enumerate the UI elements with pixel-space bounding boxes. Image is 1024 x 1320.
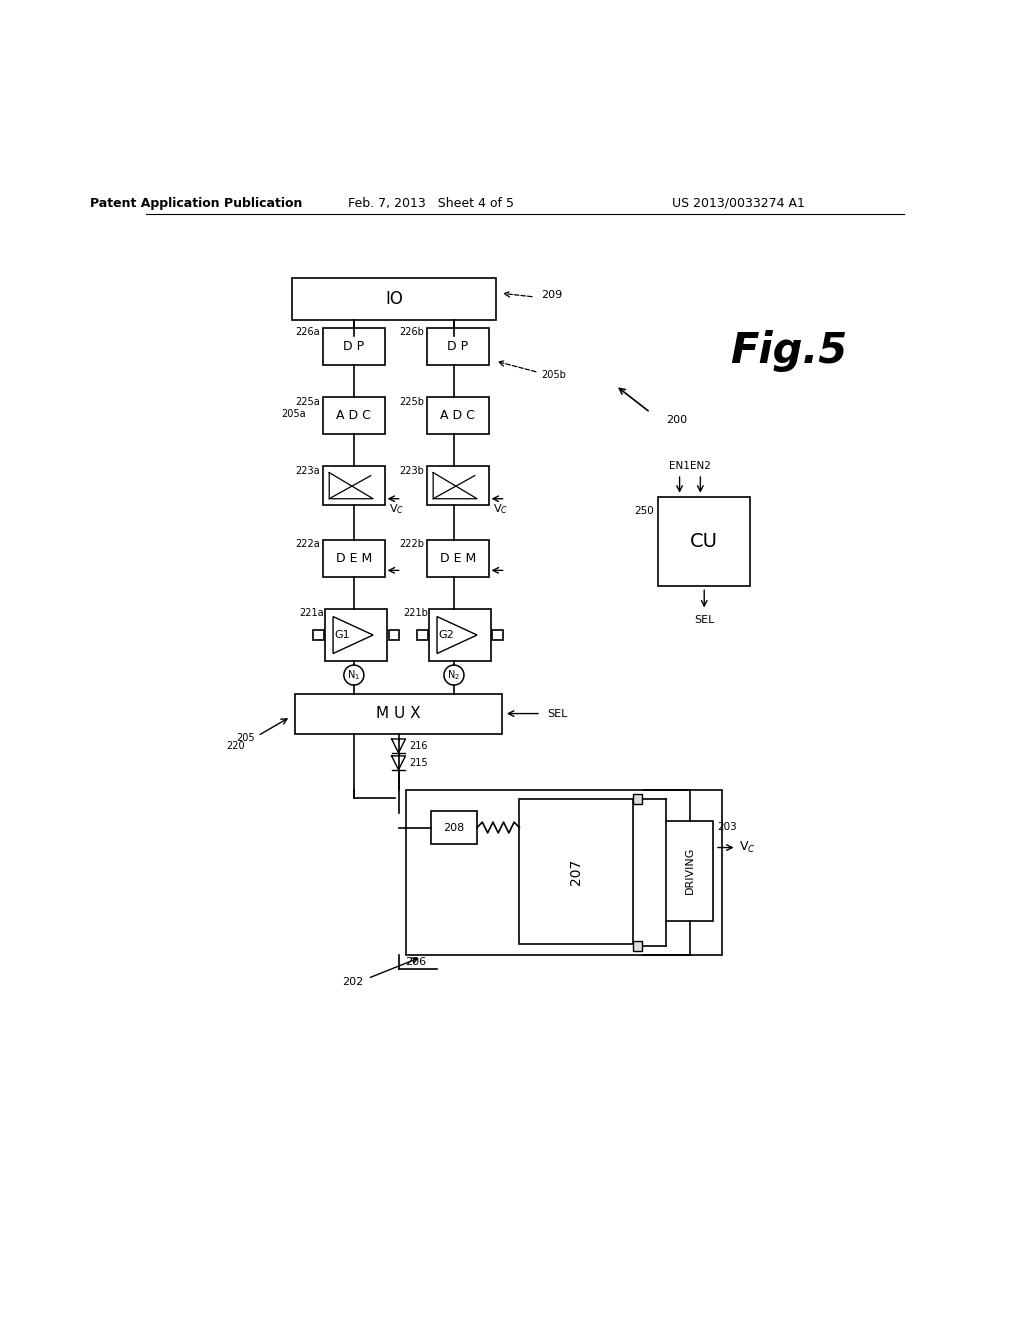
Bar bbox=[323, 327, 385, 364]
Text: EN1: EN1 bbox=[669, 461, 690, 471]
Bar bbox=[427, 327, 488, 364]
Text: A D C: A D C bbox=[440, 409, 475, 422]
Text: Feb. 7, 2013   Sheet 4 of 5: Feb. 7, 2013 Sheet 4 of 5 bbox=[348, 197, 514, 210]
Text: 222a: 222a bbox=[295, 539, 319, 549]
Bar bbox=[323, 397, 385, 434]
Text: 216: 216 bbox=[410, 741, 428, 751]
Text: N$_2$: N$_2$ bbox=[447, 668, 461, 682]
Bar bbox=[323, 540, 385, 577]
Text: V$_C$: V$_C$ bbox=[389, 503, 404, 516]
Text: N$_1$: N$_1$ bbox=[347, 668, 360, 682]
Text: 226a: 226a bbox=[295, 327, 319, 338]
Text: 220: 220 bbox=[226, 741, 245, 751]
Text: D P: D P bbox=[343, 339, 365, 352]
Bar bbox=[427, 397, 488, 434]
Text: 223a: 223a bbox=[295, 466, 319, 477]
Bar bbox=[417, 630, 428, 640]
Text: SEL: SEL bbox=[694, 615, 715, 624]
Text: 250: 250 bbox=[635, 506, 654, 516]
Text: Patent Application Publication: Patent Application Publication bbox=[90, 197, 302, 210]
Text: 206: 206 bbox=[404, 957, 426, 966]
Bar bbox=[633, 795, 642, 804]
Text: EN2: EN2 bbox=[690, 461, 711, 471]
Bar bbox=[519, 799, 634, 944]
Text: 202: 202 bbox=[343, 977, 364, 987]
Text: 223b: 223b bbox=[399, 466, 424, 477]
Bar bbox=[429, 609, 490, 661]
Bar bbox=[407, 789, 722, 956]
Text: V$_C$: V$_C$ bbox=[739, 840, 756, 855]
Text: D P: D P bbox=[447, 339, 468, 352]
Text: D E M: D E M bbox=[336, 552, 372, 565]
Bar bbox=[313, 630, 324, 640]
Text: DRIVING: DRIVING bbox=[685, 847, 694, 895]
Text: 205: 205 bbox=[236, 733, 255, 743]
Bar bbox=[295, 693, 503, 734]
Text: 207: 207 bbox=[569, 858, 584, 884]
Bar bbox=[431, 812, 477, 843]
Text: 208: 208 bbox=[443, 822, 465, 833]
Text: 225b: 225b bbox=[399, 397, 424, 407]
Bar bbox=[326, 609, 387, 661]
Text: CU: CU bbox=[690, 532, 718, 550]
Text: V$_C$: V$_C$ bbox=[494, 503, 508, 516]
Text: Fig.5: Fig.5 bbox=[730, 330, 848, 372]
Text: G2: G2 bbox=[438, 630, 454, 640]
Bar bbox=[292, 277, 497, 321]
Text: 205a: 205a bbox=[282, 409, 306, 418]
Text: 215: 215 bbox=[410, 758, 428, 768]
Text: US 2013/0033274 A1: US 2013/0033274 A1 bbox=[673, 197, 805, 210]
Text: 203: 203 bbox=[717, 822, 737, 832]
Text: A D C: A D C bbox=[337, 409, 372, 422]
Text: 225a: 225a bbox=[295, 397, 319, 407]
Text: D E M: D E M bbox=[439, 552, 476, 565]
Bar bbox=[493, 630, 503, 640]
Text: 200: 200 bbox=[666, 416, 687, 425]
Bar bbox=[427, 540, 488, 577]
Text: G1: G1 bbox=[335, 630, 350, 640]
Text: M U X: M U X bbox=[376, 706, 421, 721]
Bar bbox=[658, 498, 751, 586]
Text: 205b: 205b bbox=[541, 370, 566, 380]
Bar bbox=[388, 630, 399, 640]
Text: 222b: 222b bbox=[399, 539, 424, 549]
Text: 221a: 221a bbox=[299, 607, 324, 618]
Bar bbox=[427, 466, 488, 506]
Bar bbox=[666, 821, 714, 921]
Text: IO: IO bbox=[385, 289, 402, 308]
Text: 226b: 226b bbox=[399, 327, 424, 338]
Text: 209: 209 bbox=[541, 289, 562, 300]
Text: 221b: 221b bbox=[402, 607, 428, 618]
Bar bbox=[633, 941, 642, 950]
Text: SEL: SEL bbox=[547, 709, 567, 718]
Bar bbox=[323, 466, 385, 506]
